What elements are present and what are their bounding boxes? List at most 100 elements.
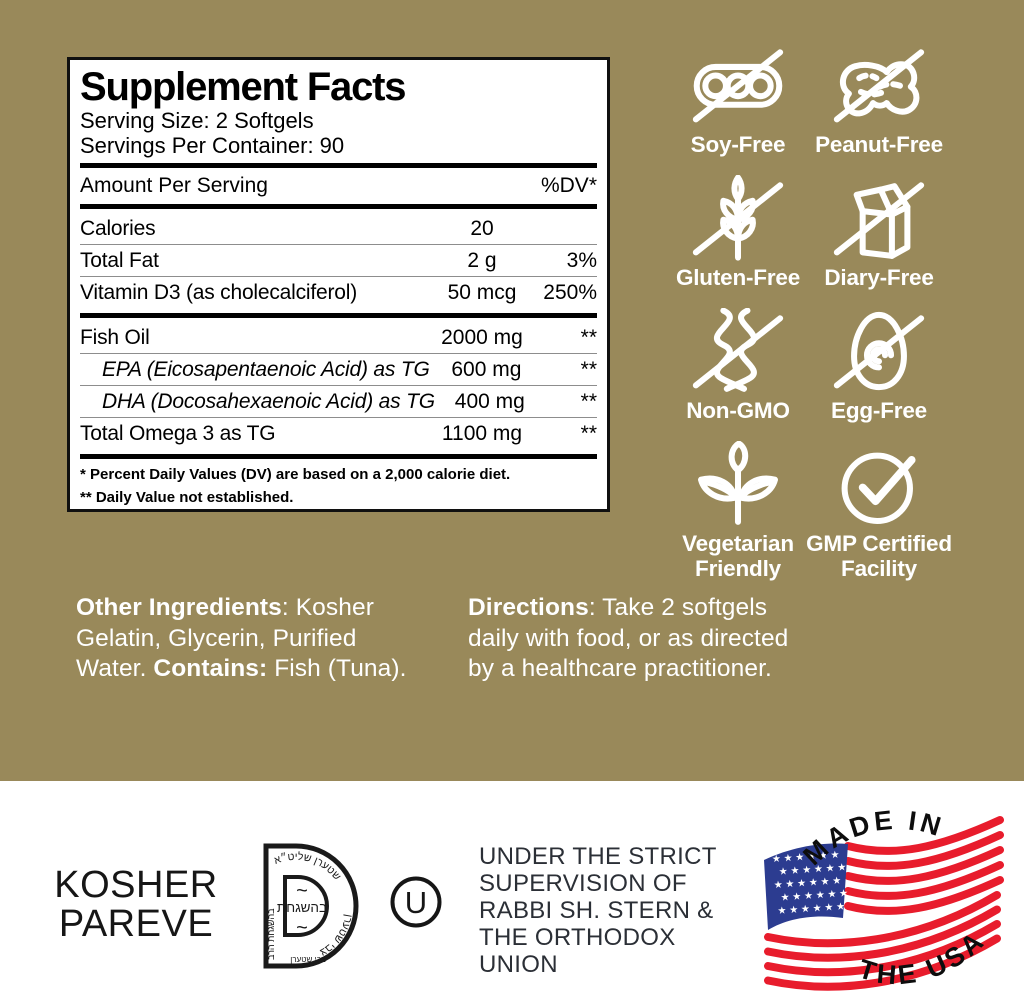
nutrient-name: DHA (Docosahexaenoic Acid) as TG [102, 389, 435, 413]
badge-label: Vegetarian Friendly [682, 531, 794, 581]
footnote: * Percent Daily Values (DV) are based on… [80, 466, 511, 483]
orthodox-union-icon: U [390, 876, 442, 928]
badge-egg-free: Egg-Free [812, 308, 946, 441]
flag-stars: ★ ★ ★ ★ ★ ★★ ★ ★ ★ ★ ★★ ★ ★ ★ ★ ★★ ★ ★ ★… [772, 850, 849, 917]
nutrient-amount: 400 mg [454, 389, 525, 413]
nutrient-dv: ** [580, 325, 597, 349]
nutrient-amount: 2000 mg [441, 325, 523, 349]
nutrient-name: Total Omega 3 as TG [80, 421, 276, 445]
dairy-free-icon [833, 182, 925, 259]
nutrient-name: Fish Oil [80, 325, 150, 349]
badge-label: Soy-Free [690, 132, 786, 157]
facts-row: Total Omega 3 as TG 1100 mg ** [80, 417, 597, 449]
flag-star-row: ★ ★ ★ ★ ★ ★ [778, 862, 846, 878]
certification-badges: Soy-Free Peanut-Free Gluten-Free Diary-F… [664, 42, 952, 581]
facts-section: Calories 20 Total Fat 2 g 3% Vitamin D3 (as c… [80, 213, 597, 308]
other-ingredients: Other Ingredients: Kosher Gelatin, Glyce… [76, 593, 412, 685]
gmp-icon [841, 452, 916, 524]
divider-bar [80, 204, 597, 209]
peanut-free-icon [833, 49, 925, 123]
seal-center-text: בהשגחת [277, 900, 327, 915]
divider-bar [80, 313, 597, 318]
seal-left-bar-text: בהשגחת הרב [266, 908, 276, 960]
serving-size: Serving Size: 2 Softgels [80, 108, 314, 133]
made-in-usa-flag-icon: ★ ★ ★ ★ ★ ★★ ★ ★ ★ ★ ★★ ★ ★ ★ ★ ★★ ★ ★ ★… [764, 805, 1004, 991]
amount-header-label: Amount Per Serving [80, 174, 268, 197]
badge-peanut-free: Peanut-Free [812, 42, 946, 175]
facts-section: Fish Oil 2000 mg ** EPA (Eicosapentaenoic A… [80, 322, 597, 449]
footnotes: * Percent Daily Values (DV) are based on… [80, 463, 597, 508]
nutrient-name: EPA (Eicosapentaenoic Acid) as TG [102, 357, 430, 381]
facts-row: DHA (Docosahexaenoic Acid) as TG 400 mg ** [80, 385, 597, 417]
badge-non-gmo: Non-GMO [664, 308, 812, 441]
badge-label: Diary-Free [824, 265, 934, 290]
badge-gluten-free: Gluten-Free [664, 175, 812, 308]
facts-row: Fish Oil 2000 mg ** [80, 322, 597, 353]
flag-star-row: ★ ★ ★ ★ ★ ★ [772, 850, 840, 866]
footnote: ** Daily Value not established. [80, 488, 294, 506]
pareve-line: PAREVE [58, 903, 214, 945]
nutrient-dv: ** [580, 389, 597, 413]
nutrient-dv: ** [580, 421, 597, 445]
nutrient-amount: 1100 mg [441, 421, 523, 445]
flag-star-row: ★ ★ ★ ★ ★ ★ [773, 876, 841, 892]
badge-label: Gluten-Free [675, 265, 801, 290]
nutrient-amount: 600 mg [451, 357, 522, 381]
nutrient-name: Vitamin D3 (as cholecalciferol) [80, 280, 358, 304]
flag-stripes [764, 816, 1004, 991]
nutrient-dv: 250% [543, 280, 597, 304]
facts-row: Calories 20 [80, 213, 597, 244]
nutrient-dv: ** [580, 357, 597, 381]
seal-tilde-bottom: ~ [296, 917, 308, 939]
kosher-pareve-text: KOSHER PAREVE [46, 866, 226, 944]
ou-letter: U [405, 885, 427, 920]
badge-label: Peanut-Free [815, 132, 943, 157]
divider-bar [80, 163, 597, 168]
facts-row: Vitamin D3 (as cholecalciferol) 50 mcg 250… [80, 276, 597, 308]
amount-per-serving-header: Amount Per Serving %DV* [80, 172, 597, 199]
badge-label: GMP Certified Facility [806, 531, 952, 581]
directions-label: Directions [468, 594, 589, 621]
supplement-facts-panel: Supplement Facts Serving Size: 2 Softgel… [67, 57, 610, 512]
nutrient-name: Calories [80, 216, 156, 240]
other-ingredients-label: Other Ingredients [76, 594, 282, 621]
facts-row: EPA (Eicosapentaenoic Acid) as TG 600 mg *… [80, 353, 597, 385]
supervision-text: UNDER THE STRICT SUPERVISION OF RABBI SH… [479, 843, 717, 978]
svg-text:THE USA: THE USA [855, 924, 991, 990]
flag-star-row: ★ ★ ★ ★ ★ ★ [777, 901, 845, 917]
gluten-free-icon [692, 175, 784, 261]
nutrient-name: Total Fat [80, 248, 159, 272]
servings-per-container: Servings Per Container: 90 [80, 132, 345, 158]
divider-bar [80, 454, 597, 459]
badge-soy-free: Soy-Free [664, 42, 812, 175]
nutrient-amount: 20 [470, 216, 494, 240]
seal-tilde-top: ~ [296, 880, 308, 902]
directions: Directions: Take 2 softgels daily with f… [468, 593, 820, 685]
contains-label: Contains: [153, 655, 268, 682]
supplement-facts-title: Supplement Facts [80, 65, 407, 109]
the-usa-text: THE USA [855, 924, 988, 990]
badge-gmp-certified-facility: GMP Certified Facility [806, 441, 952, 581]
vegetarian-icon [698, 441, 778, 525]
directions-text: : Take 2 softgels daily with food, or as… [468, 594, 789, 682]
dv-header-label: %DV* [540, 174, 597, 197]
seal-bottom-text: צבי שטערן [290, 955, 326, 964]
badge-label: Non-GMO [686, 398, 790, 423]
flag-canton [764, 843, 848, 930]
facts-rows: Calories 20 Total Fat 2 g 3% Vitamin D3 (as c… [80, 213, 597, 449]
contains-text: Fish (Tuna). [267, 655, 407, 682]
non-gmo-icon [692, 308, 784, 392]
kosher-d-seal-icon: ~ בהשגחת ~ שטערן שליט״א צבי שטערן בהשגחת… [263, 843, 359, 969]
nutrient-amount: 50 mcg [447, 280, 517, 304]
egg-free-icon [833, 311, 925, 391]
nutrient-amount: 2 g [467, 248, 497, 272]
nutrient-dv: 3% [566, 248, 597, 272]
facts-row: Total Fat 2 g 3% [80, 244, 597, 276]
badge-diary-free: Diary-Free [812, 175, 946, 308]
soy-free-icon [692, 49, 784, 123]
other-ingredients-text: : Kosher Gelatin, Glycerin, Purified Wat… [76, 594, 374, 682]
flag-star-row: ★ ★ ★ ★ ★ ★ [780, 888, 848, 904]
badge-vegetarian-friendly: Vegetarian Friendly [664, 441, 812, 581]
badge-label: Egg-Free [831, 398, 927, 423]
